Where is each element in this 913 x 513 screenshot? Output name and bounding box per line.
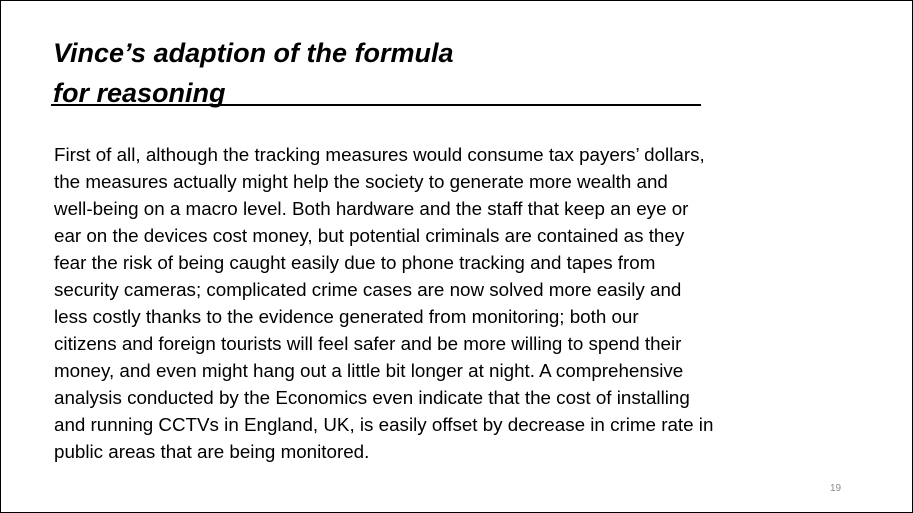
body-line: citizens and foreign tourists will feel … bbox=[54, 333, 682, 354]
slide-title-line-1: Vince’s adaption of the formula bbox=[53, 38, 454, 68]
body-line: analysis conducted by the Economics even… bbox=[54, 387, 690, 408]
body-line: and running CCTVs in England, UK, is eas… bbox=[54, 414, 714, 435]
title-underline bbox=[51, 104, 701, 106]
body-line: ear on the devices cost money, but poten… bbox=[54, 225, 685, 246]
body-line: public areas that are being monitored. bbox=[54, 441, 370, 462]
slide-title-line-2: for reasoning bbox=[53, 78, 226, 108]
body-line: money, and even might hang out a little … bbox=[54, 360, 684, 381]
body-line: security cameras; complicated crime case… bbox=[54, 279, 682, 300]
body-line: First of all, although the tracking meas… bbox=[54, 144, 705, 165]
body-line: the measures actually might help the soc… bbox=[54, 171, 668, 192]
slide-page-number: 19 bbox=[830, 483, 842, 494]
slide-title: Vince’s adaption of the formula for reas… bbox=[53, 33, 454, 113]
body-line: less costly thanks to the evidence gener… bbox=[54, 306, 639, 327]
slide-body-paragraph: First of all, although the tracking meas… bbox=[54, 141, 794, 465]
body-line: fear the risk of being caught easily due… bbox=[54, 252, 656, 273]
body-line: well-being on a macro level. Both hardwa… bbox=[54, 198, 689, 219]
